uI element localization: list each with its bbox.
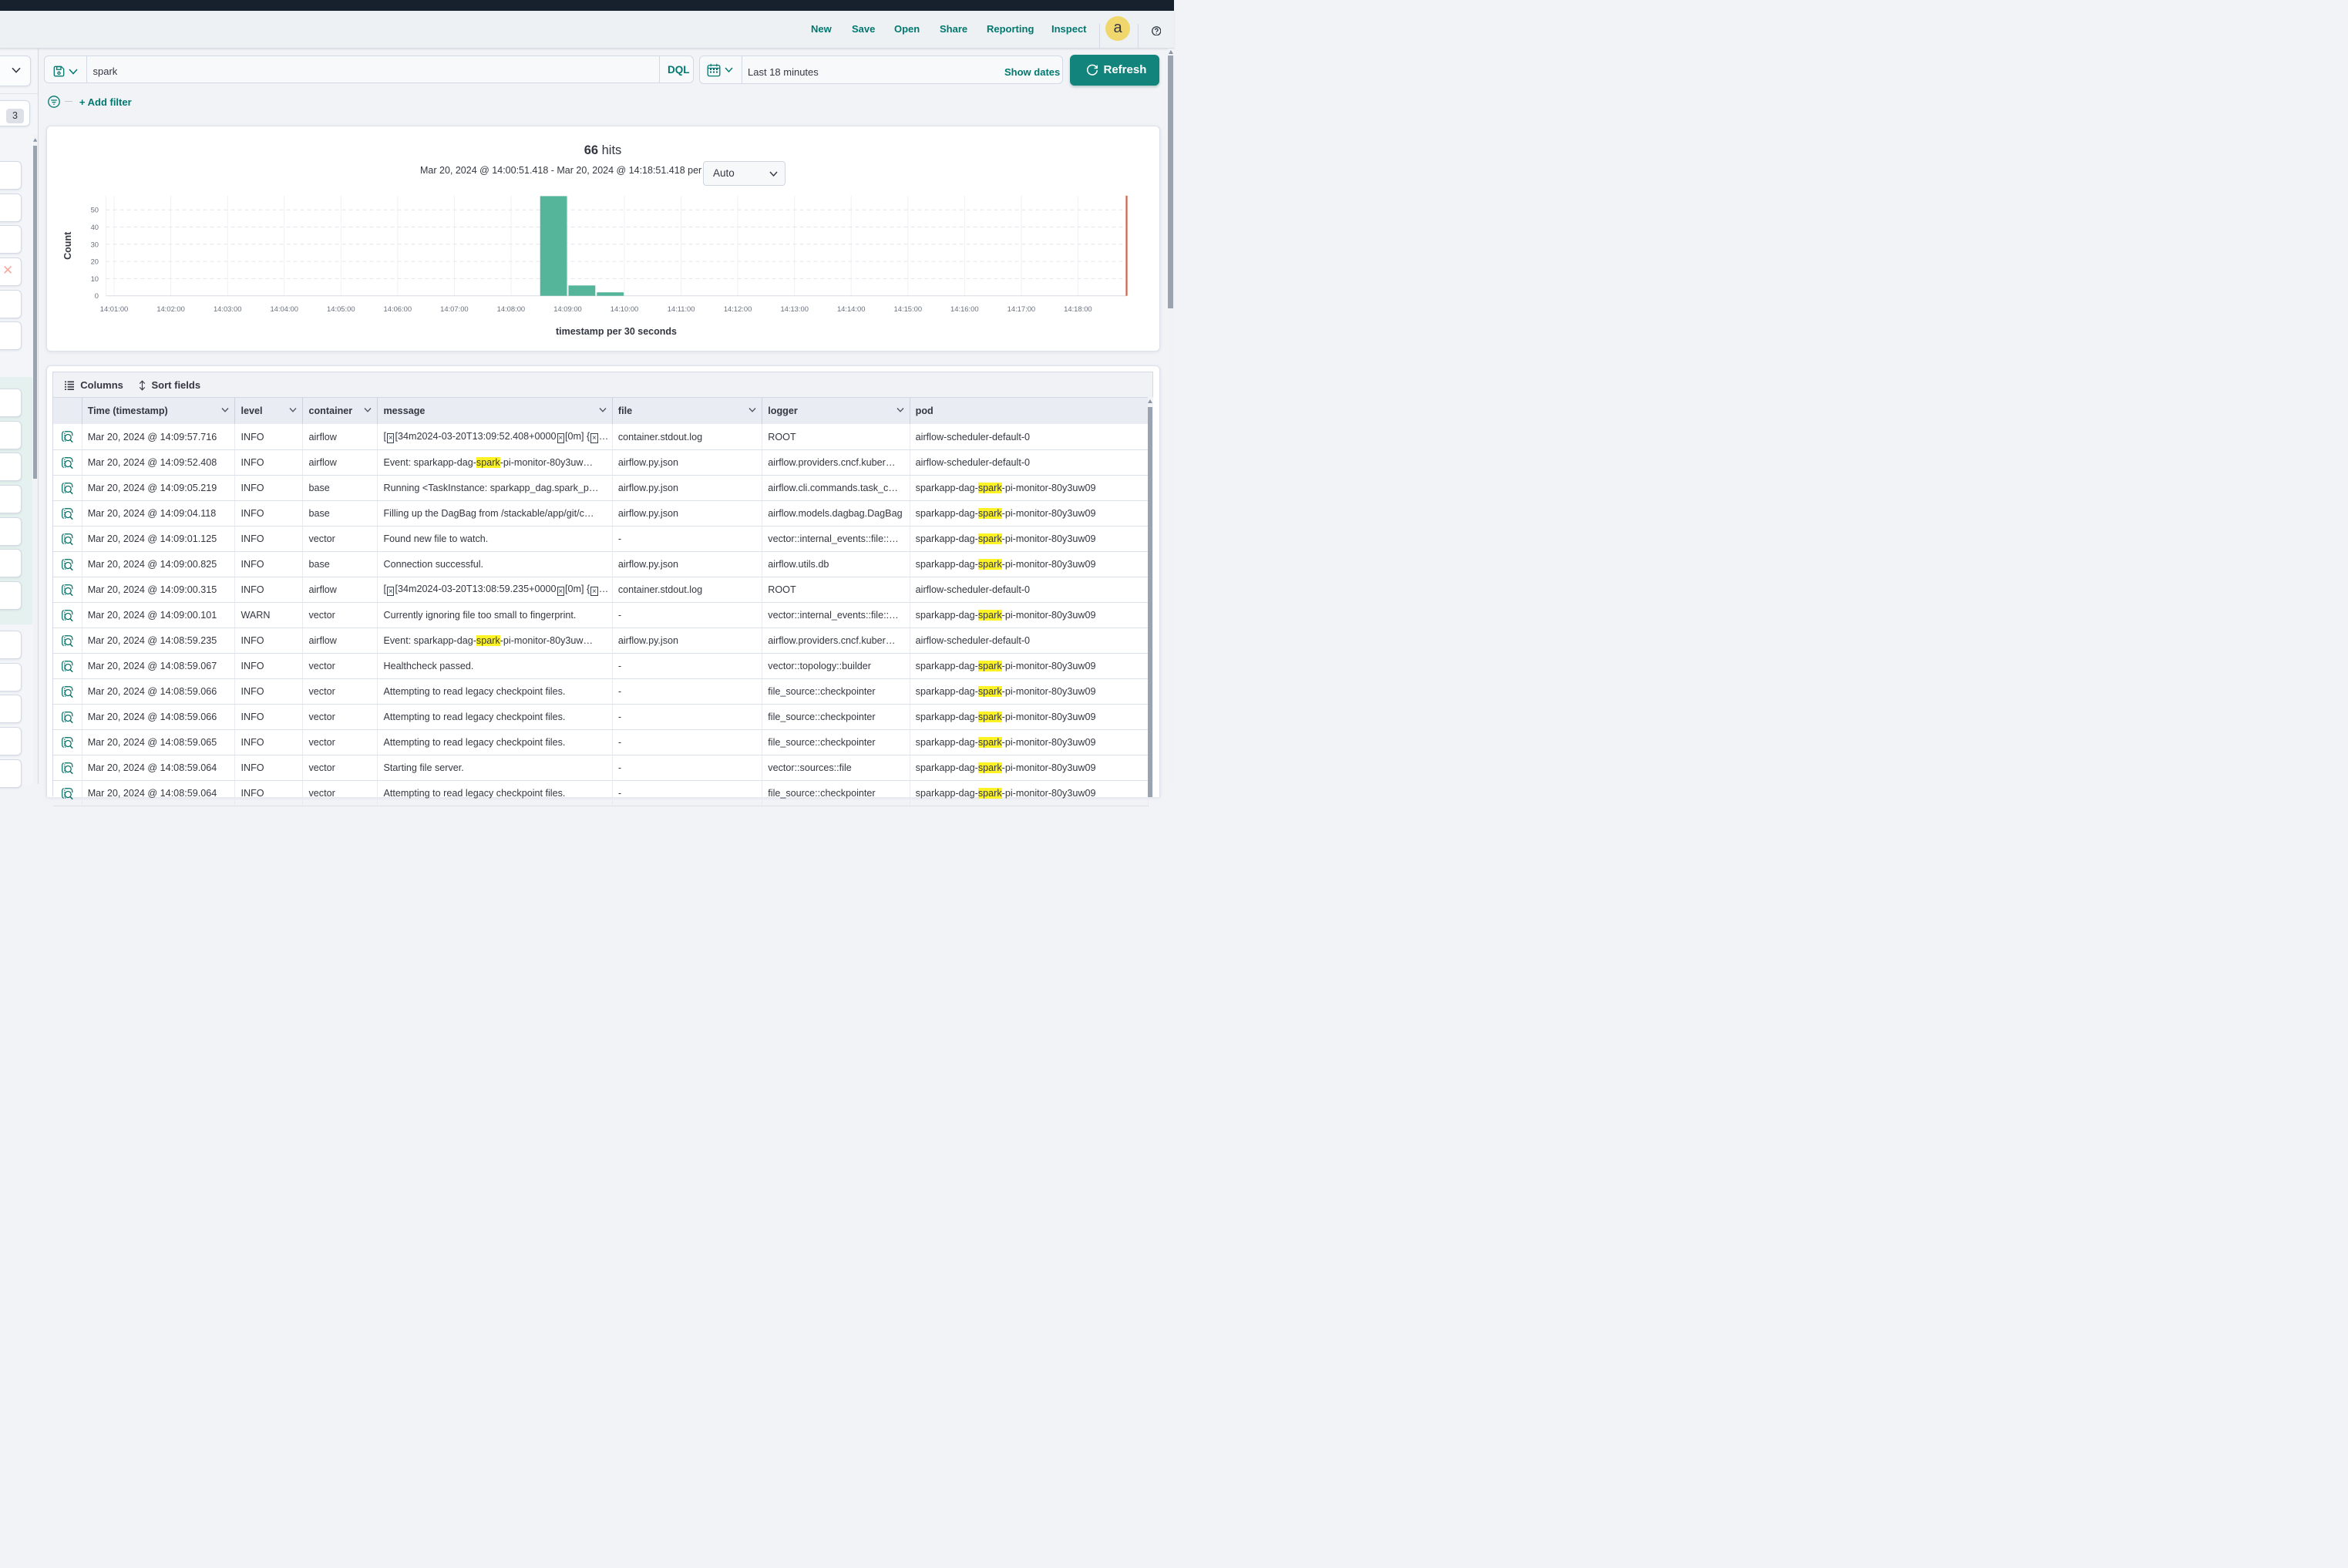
svg-text:10: 10 [90, 274, 98, 283]
svg-text:30: 30 [90, 240, 98, 248]
svg-text:14:01:00: 14:01:00 [99, 305, 128, 313]
svg-text:14:05:00: 14:05:00 [327, 305, 355, 313]
svg-text:14:07:00: 14:07:00 [440, 305, 469, 313]
svg-text:14:14:00: 14:14:00 [836, 305, 865, 313]
svg-text:14:03:00: 14:03:00 [213, 305, 241, 313]
svg-text:14:15:00: 14:15:00 [893, 305, 922, 313]
svg-text:14:13:00: 14:13:00 [780, 305, 808, 313]
svg-text:14:09:00: 14:09:00 [553, 305, 582, 313]
svg-text:50: 50 [90, 206, 98, 214]
svg-text:14:17:00: 14:17:00 [1007, 305, 1035, 313]
svg-text:timestamp per 30 seconds: timestamp per 30 seconds [555, 326, 676, 337]
svg-text:14:10:00: 14:10:00 [610, 305, 638, 313]
svg-text:40: 40 [90, 223, 98, 231]
svg-text:14:18:00: 14:18:00 [1064, 305, 1092, 313]
svg-text:14:02:00: 14:02:00 [156, 305, 185, 313]
svg-text:14:16:00: 14:16:00 [950, 305, 979, 313]
svg-text:Count: Count [62, 231, 73, 260]
svg-text:0: 0 [94, 291, 98, 300]
svg-text:20: 20 [90, 257, 98, 266]
svg-text:14:12:00: 14:12:00 [723, 305, 752, 313]
svg-text:14:08:00: 14:08:00 [496, 305, 525, 313]
svg-text:14:06:00: 14:06:00 [383, 305, 412, 313]
svg-text:14:04:00: 14:04:00 [270, 305, 298, 313]
svg-text:14:11:00: 14:11:00 [667, 305, 695, 313]
